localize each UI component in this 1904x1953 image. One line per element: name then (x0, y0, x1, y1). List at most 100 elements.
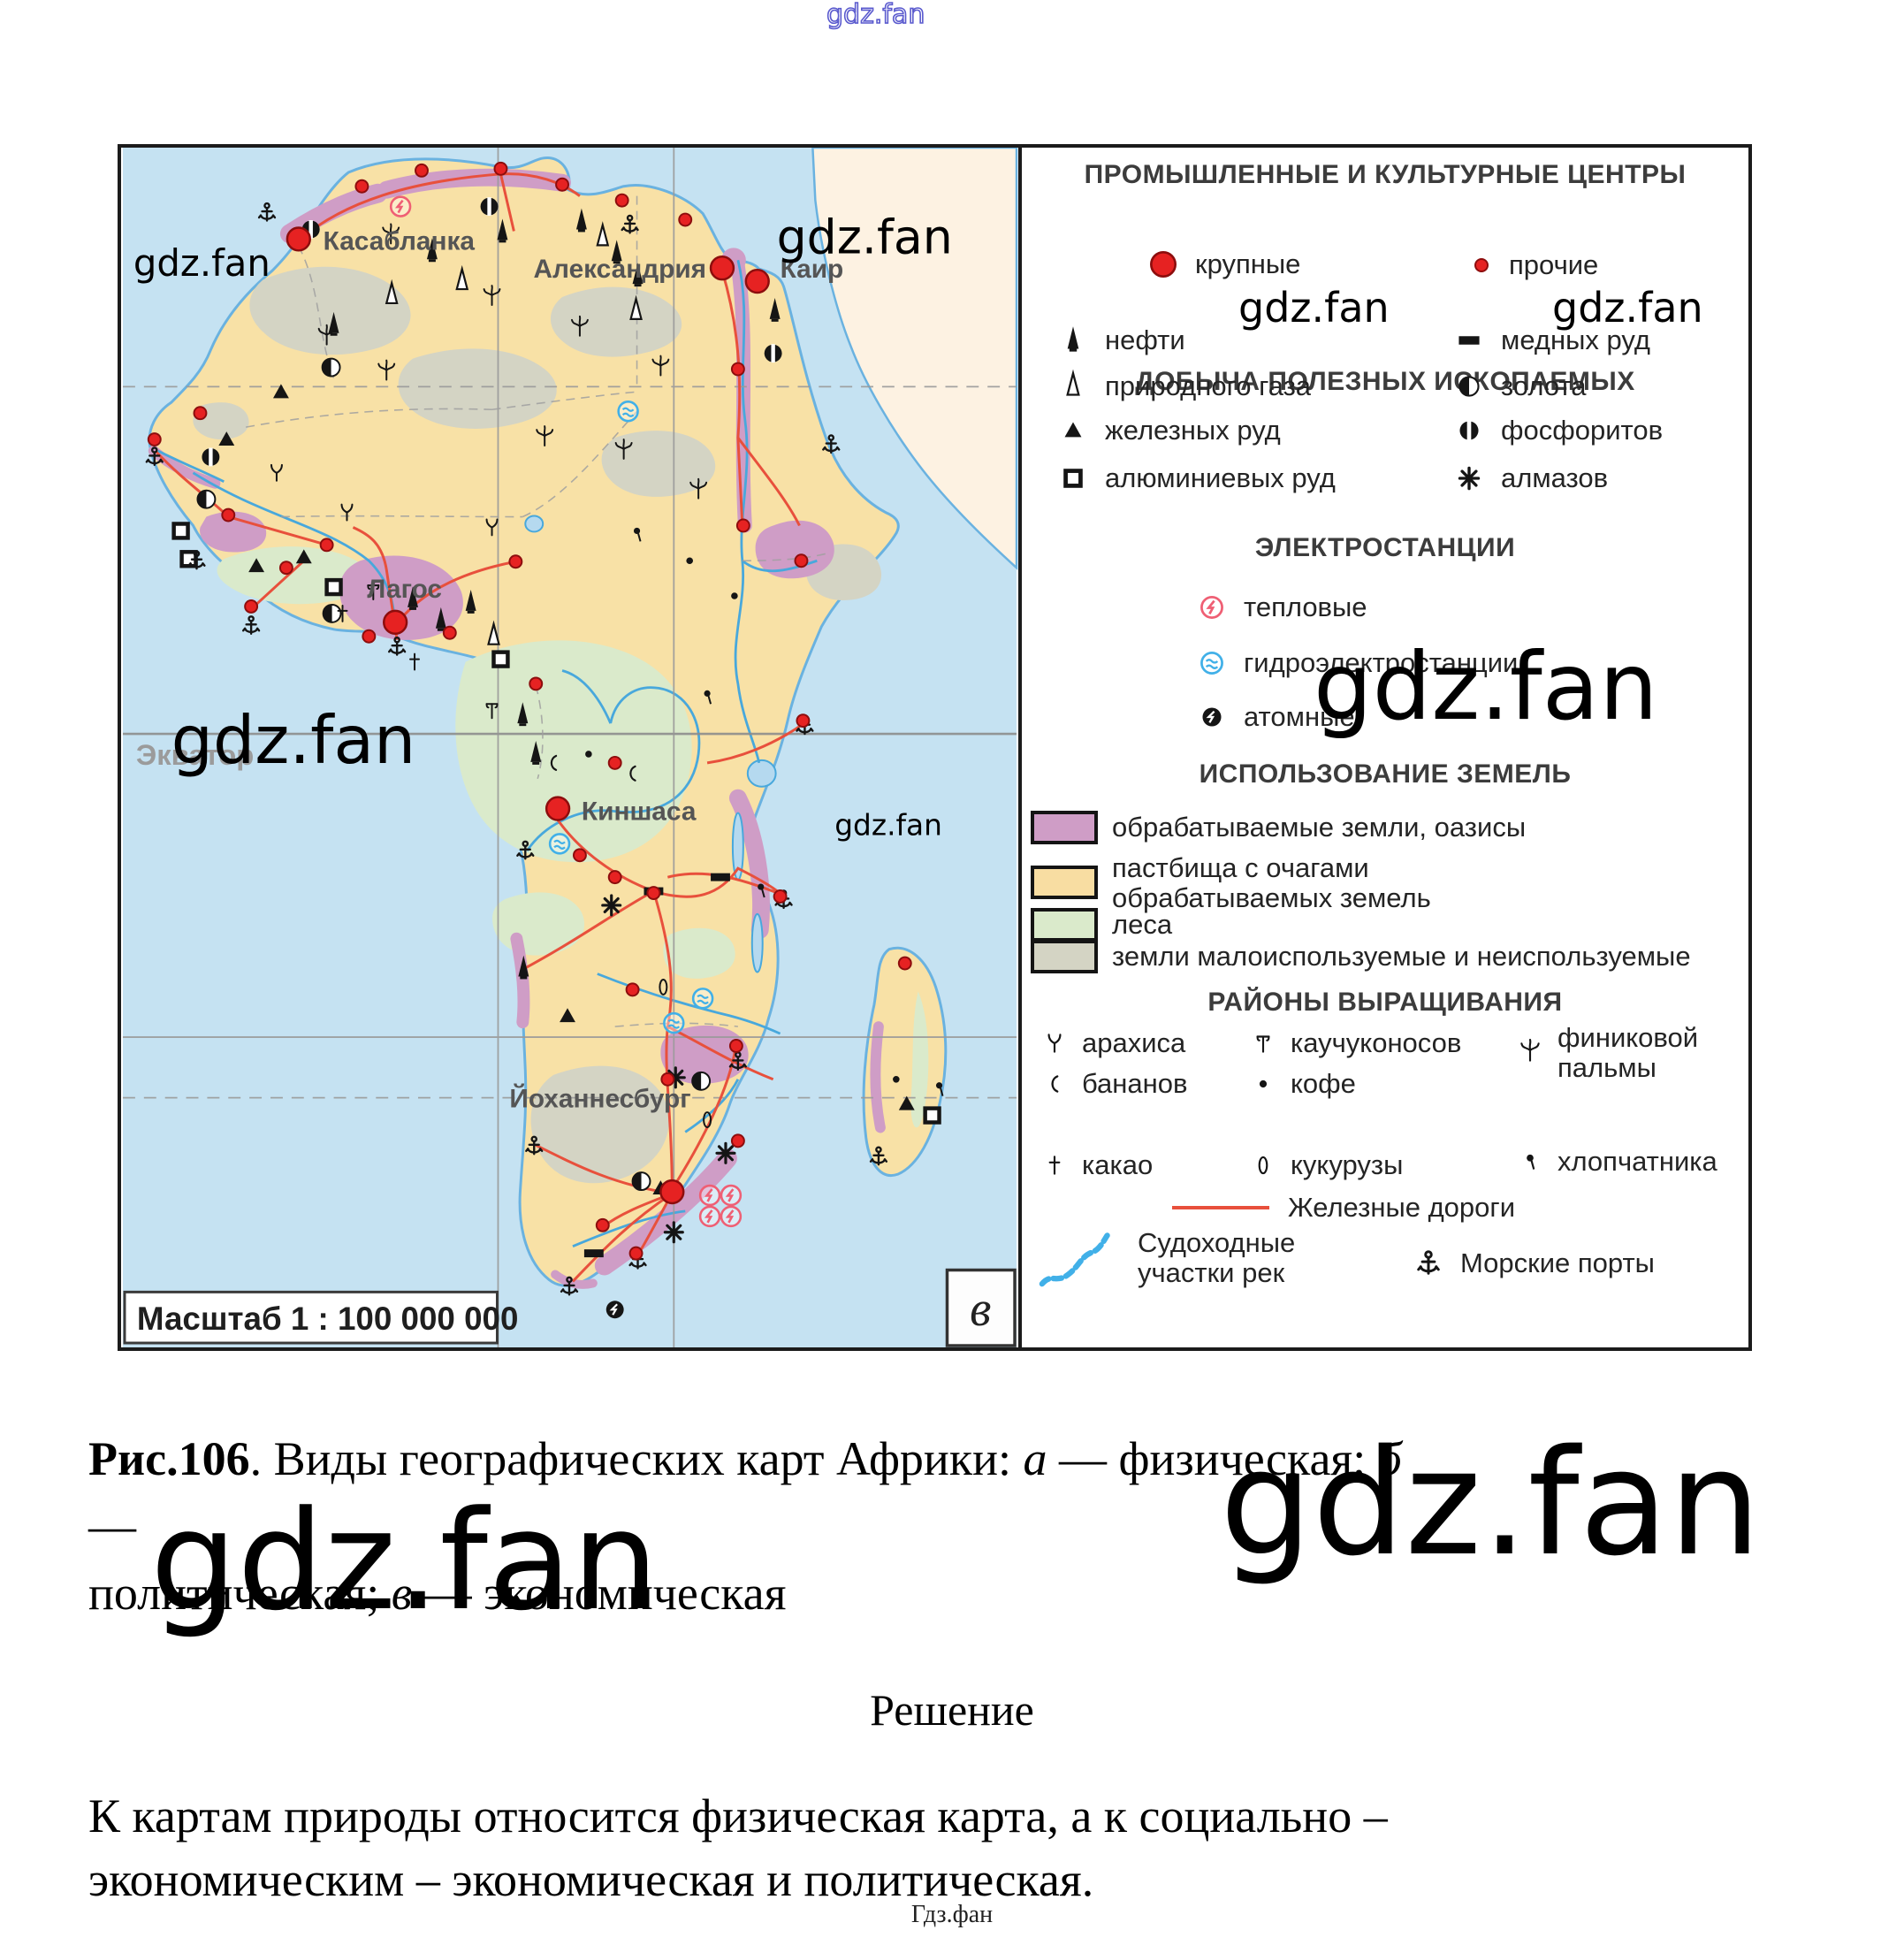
graticule (122, 148, 1017, 1347)
watermark-top: gdz.fan (826, 0, 925, 30)
legend-label: фосфоритов (1501, 415, 1664, 446)
date-palm-icon (1520, 1039, 1540, 1062)
legend-label: золота (1501, 370, 1587, 401)
legend-label: обрабатываемые земли, оазисы (1112, 812, 1527, 843)
legend-item-aluminium: алюминиевых руд (1055, 461, 1336, 496)
legend-item-railways: Железные дороги (1168, 1193, 1515, 1223)
copper-bar-icon (1458, 336, 1480, 345)
legend-title-crops: РАЙОНЫ ВЫРАЩИВАНИЯ (1207, 988, 1563, 1017)
rivers (157, 259, 818, 1247)
scale-box: Масштаб 1 : 100 000 000 (123, 1290, 518, 1345)
railways (154, 172, 805, 1283)
legend-label: хлопчатника (1557, 1146, 1717, 1177)
legend-label: арахиса (1082, 1027, 1186, 1058)
cultivated-blobs (200, 248, 834, 1085)
caption-text: — физическая; (1047, 1432, 1378, 1485)
iron-ore-triangle-icon (1064, 422, 1082, 438)
rubber-tree-icon (1256, 1035, 1270, 1053)
legend-item-corn: кукурузы (1250, 1150, 1403, 1180)
label-cairo: Каир (781, 255, 844, 284)
legend-item-cotton: хлопчатника (1517, 1147, 1717, 1177)
caption-letter-b: б (1377, 1432, 1402, 1485)
legend-item-phosphorite: фосфоритов (1451, 413, 1663, 448)
cultivated-swatch (1031, 811, 1098, 844)
solution-line-2: экономическим – экономическая и политиче… (88, 1853, 1094, 1906)
map-legend: ПРОМЫШЛЕННЫЕ И КУЛЬТУРНЫЕ ЦЕНТРЫ крупные… (1018, 148, 1748, 1347)
diamond-star-icon (1458, 466, 1481, 491)
legend-label: железных руд (1105, 415, 1281, 446)
legend-label: какао (1082, 1149, 1154, 1180)
watermark-map-cairo: gdz.fan (777, 209, 953, 264)
unused-land-patches (193, 266, 882, 1184)
legend-item-diamond: алмазов (1451, 461, 1608, 496)
legend-title-centers: ПРОМЫШЛЕННЫЕ И КУЛЬТУРНЫЕ ЦЕНТРЫ (1084, 160, 1687, 189)
legend-label: кукурузы (1291, 1149, 1404, 1180)
legend-item-pasture: пастбища с очагами обрабатываемых земель (1031, 853, 1572, 913)
caption-text: . Виды географических карт Африки: (249, 1432, 1024, 1485)
caption-letter-v: в (391, 1567, 413, 1620)
caption-text: — экономическая (412, 1567, 787, 1620)
watermark-legend-right: gdz.fan (1552, 284, 1703, 332)
legend-label: леса (1112, 909, 1173, 940)
cocoa-icon (1048, 1156, 1061, 1175)
gold-half-circle-icon (1458, 376, 1480, 397)
forest-swatch (1031, 908, 1098, 942)
banana-icon (1051, 1075, 1059, 1093)
legend-item-copper: медных руд (1451, 323, 1650, 358)
watermark-legend-big: gdz.fan (1314, 633, 1658, 741)
legend-item-unused: земли малоиспользуемые и неиспользуемые (1031, 940, 1691, 973)
cotton-icon (1526, 1153, 1535, 1171)
subfigure-letter: в (970, 1282, 991, 1337)
watermark-bottom-left: gdz.fan (150, 1481, 659, 1641)
legend-item-hydro: гидроэлектростанции (1194, 645, 1518, 681)
legend-label: алюминиевых руд (1105, 462, 1336, 493)
figure-caption: Рис.106. Виды географических карт Африки… (88, 1425, 1414, 1627)
legend-item-gold: золота (1451, 369, 1587, 404)
legend-item-iron: железных руд (1055, 413, 1281, 448)
legend-item-oil: нефти (1055, 323, 1185, 358)
legend-label: каучуконосов (1291, 1027, 1462, 1058)
label-casablanca: Касабланка (324, 226, 476, 256)
big-city-dot-icon (1150, 251, 1177, 278)
equator-label: Экватор (136, 738, 254, 771)
solution-text: К картам природы относится физическая ка… (88, 1784, 1591, 1911)
caption-letter-a: а (1023, 1432, 1047, 1485)
legend-label: пастбища с очагами обрабатываемых земель (1112, 852, 1431, 913)
legend-label: Железные дороги (1288, 1192, 1516, 1223)
peanut-plant-icon (1047, 1034, 1062, 1053)
legend-item-forest: леса (1031, 908, 1172, 942)
legend-label: прочие (1509, 249, 1599, 280)
label-johannesburg: Йоханнесбург (509, 1084, 690, 1114)
legend-item-gas: природного газа (1055, 369, 1311, 404)
label-alexandria: Александрия (534, 255, 707, 284)
legend-item-nuclear: атомные (1194, 699, 1355, 735)
unused-swatch (1031, 940, 1098, 973)
small-city-dot-icon (1474, 258, 1489, 272)
watermark-map-nw: gdz.fan (133, 241, 270, 285)
corn-icon (1258, 1156, 1268, 1175)
gas-triangle-outline-icon (1066, 372, 1080, 396)
phosphorite-circle-icon (1459, 420, 1479, 441)
map-canvas: Касабланка Александрия Каир Лагос Киншас… (122, 146, 1018, 1347)
hydro-station-icon (1200, 652, 1223, 675)
legend-label: нефти (1105, 324, 1185, 355)
thermal-station-icon (1200, 596, 1223, 619)
country-borders (246, 195, 826, 1027)
aluminium-square-icon (1055, 461, 1091, 496)
subfigure-letter-badge: в (945, 1268, 1017, 1347)
label-kinshasa: Киншаса (582, 797, 697, 827)
label-lagos: Лагос (367, 575, 442, 604)
legend-label: крупные (1195, 248, 1301, 279)
arabia-landmass (811, 146, 1018, 570)
legend-title-landuse: ИСПОЛЬЗОВАНИЕ ЗЕМЕЛЬ (1199, 759, 1572, 789)
figure-economic-map: Касабланка Александрия Каир Лагос Киншас… (118, 144, 1752, 1351)
legend-item-peanut: арахиса (1041, 1028, 1185, 1058)
legend-item-large-centers: крупные (1146, 247, 1300, 282)
anchor-icon (1417, 1250, 1440, 1275)
solution-line-1: К картам природы относится физическая ка… (88, 1789, 1388, 1842)
legend-label: гидроэлектростанции (1244, 647, 1519, 678)
legend-label: природного газа (1105, 370, 1312, 401)
lakes (524, 515, 777, 973)
caption-text: политическая; (88, 1567, 392, 1620)
legend-label: кофе (1291, 1068, 1356, 1099)
